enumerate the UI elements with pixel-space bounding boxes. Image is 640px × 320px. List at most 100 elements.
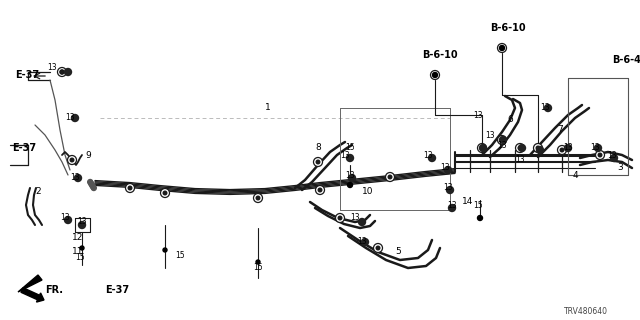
Text: E-37: E-37 [12,143,36,153]
Text: 13: 13 [607,150,617,159]
Circle shape [74,174,81,181]
Polygon shape [18,275,42,292]
Text: 15: 15 [175,251,185,260]
Text: 15: 15 [75,253,85,262]
Text: 13: 13 [590,143,600,153]
Text: B-6-10: B-6-10 [422,50,458,60]
Circle shape [88,181,93,186]
Circle shape [500,138,504,142]
Circle shape [88,180,93,185]
Circle shape [58,68,67,76]
Circle shape [433,73,438,77]
Circle shape [128,186,132,190]
Circle shape [598,153,602,157]
Circle shape [92,186,96,190]
Text: 3: 3 [617,164,623,172]
Text: 13: 13 [515,156,525,164]
Circle shape [611,155,618,162]
Text: 13: 13 [497,140,507,149]
Circle shape [376,246,380,250]
Circle shape [534,143,543,153]
Text: 13: 13 [70,173,80,182]
Circle shape [346,155,353,162]
Circle shape [374,244,383,252]
Circle shape [362,238,369,245]
Circle shape [560,148,564,152]
Circle shape [256,196,260,200]
Text: 13: 13 [563,143,573,153]
Circle shape [125,183,134,193]
Text: 7: 7 [557,125,563,134]
Text: 9: 9 [85,150,91,159]
Circle shape [497,44,506,52]
Text: 13: 13 [65,114,75,123]
Circle shape [536,147,543,154]
Circle shape [557,146,566,155]
Circle shape [518,145,525,151]
Circle shape [536,146,540,150]
Text: E-37: E-37 [105,285,129,295]
Circle shape [388,175,392,179]
Text: 13: 13 [47,63,57,73]
Circle shape [70,158,74,162]
Text: 13: 13 [357,237,367,246]
Circle shape [348,182,353,188]
Circle shape [499,137,506,143]
Circle shape [477,215,483,220]
Circle shape [161,188,170,197]
Circle shape [72,115,79,122]
Text: 11: 11 [72,247,84,257]
Circle shape [335,213,344,222]
Text: E-37: E-37 [15,70,39,80]
Circle shape [67,156,77,164]
Circle shape [163,191,167,195]
Text: 13: 13 [440,164,450,172]
Text: 1: 1 [265,103,271,113]
Text: 12: 12 [72,234,84,243]
Circle shape [445,166,451,173]
Text: 10: 10 [362,188,374,196]
Circle shape [163,248,167,252]
Circle shape [65,217,72,223]
Circle shape [358,219,365,226]
Text: 2: 2 [35,188,41,196]
Circle shape [80,246,84,250]
Circle shape [545,105,552,111]
Text: 6: 6 [507,116,513,124]
Text: 13: 13 [350,213,360,222]
Text: 8: 8 [315,143,321,153]
Circle shape [595,145,602,151]
Text: 13: 13 [60,213,70,222]
Circle shape [500,46,504,50]
Text: 13: 13 [423,150,433,159]
Text: 15: 15 [345,143,355,153]
Text: 13: 13 [540,103,550,113]
Text: 13: 13 [485,131,495,140]
Circle shape [595,150,605,159]
Text: 5: 5 [395,247,401,257]
Circle shape [429,155,435,162]
Circle shape [433,73,437,77]
Circle shape [318,188,322,192]
Text: 15: 15 [253,263,263,273]
FancyArrow shape [21,288,44,302]
Circle shape [316,186,324,195]
Circle shape [60,70,64,74]
Text: 13: 13 [340,150,350,159]
Circle shape [256,260,260,264]
Text: 13: 13 [345,171,355,180]
Text: 4: 4 [572,171,578,180]
Text: TRV480640: TRV480640 [564,308,608,316]
Circle shape [349,174,355,181]
Text: 13: 13 [77,218,87,227]
Circle shape [316,160,320,164]
Text: 13: 13 [473,110,483,119]
Circle shape [79,221,86,228]
Circle shape [65,68,72,76]
Text: 13: 13 [443,183,453,193]
Text: 13: 13 [447,201,457,210]
Text: 15: 15 [473,201,483,210]
Circle shape [564,145,572,151]
Circle shape [385,172,394,181]
Circle shape [499,45,504,51]
